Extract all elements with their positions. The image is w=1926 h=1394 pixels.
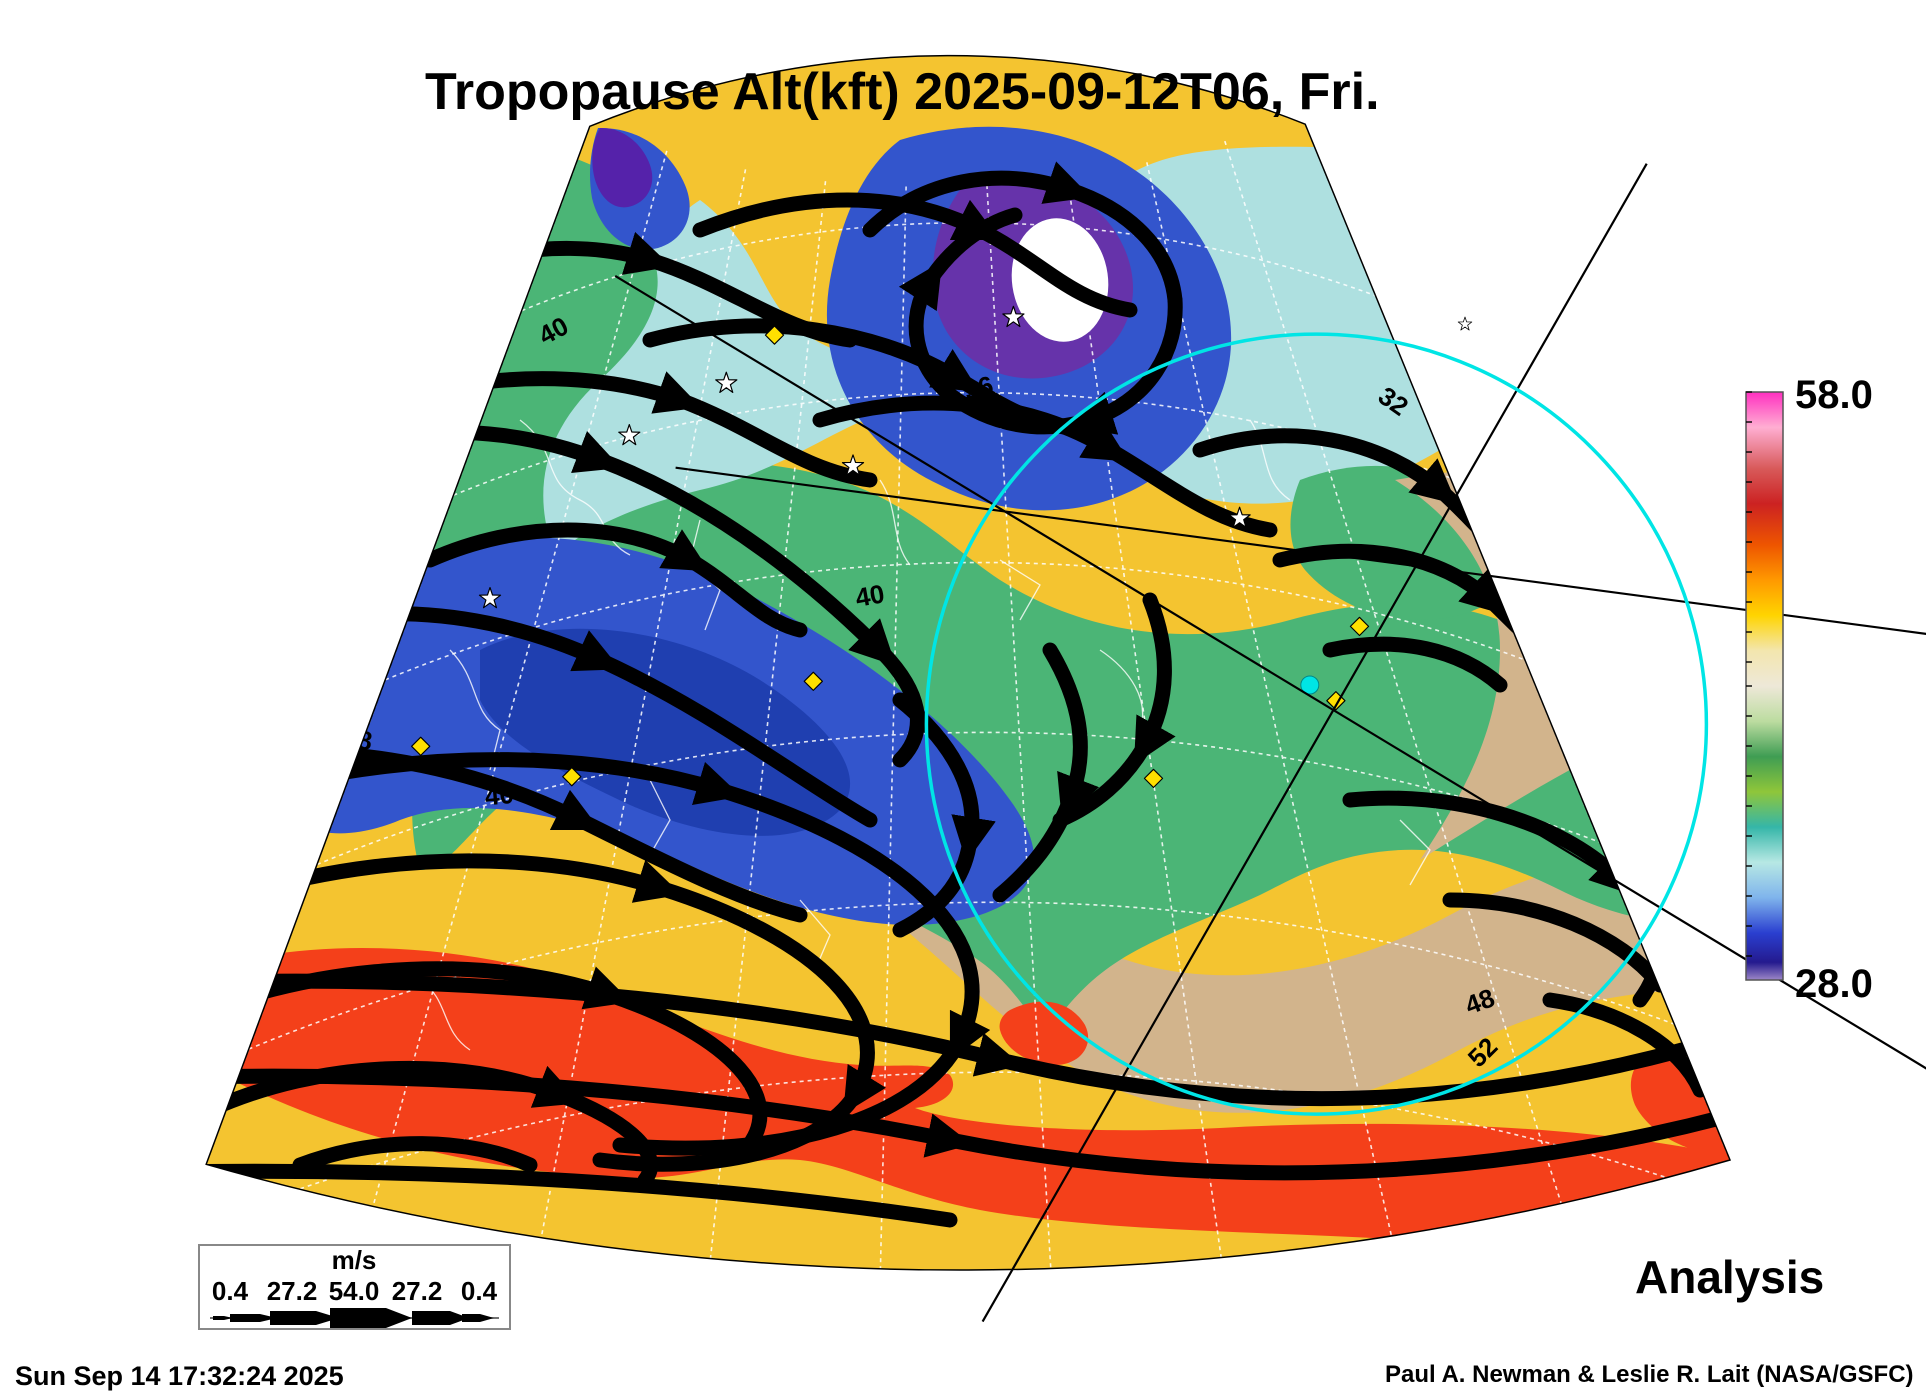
svg-text:0.4: 0.4 <box>212 1276 249 1306</box>
svg-text:40: 40 <box>853 578 887 613</box>
svg-text:m/s: m/s <box>332 1245 377 1275</box>
svg-text:58.0: 58.0 <box>1795 373 1873 417</box>
svg-text:48: 48 <box>341 723 374 757</box>
svg-text:27.2: 27.2 <box>392 1276 443 1306</box>
svg-text:27.2: 27.2 <box>267 1276 318 1306</box>
svg-text:40: 40 <box>484 779 515 811</box>
svg-text:28.0: 28.0 <box>1795 962 1873 1006</box>
svg-text:0.4: 0.4 <box>461 1276 498 1306</box>
svg-text:54.0: 54.0 <box>329 1276 380 1306</box>
